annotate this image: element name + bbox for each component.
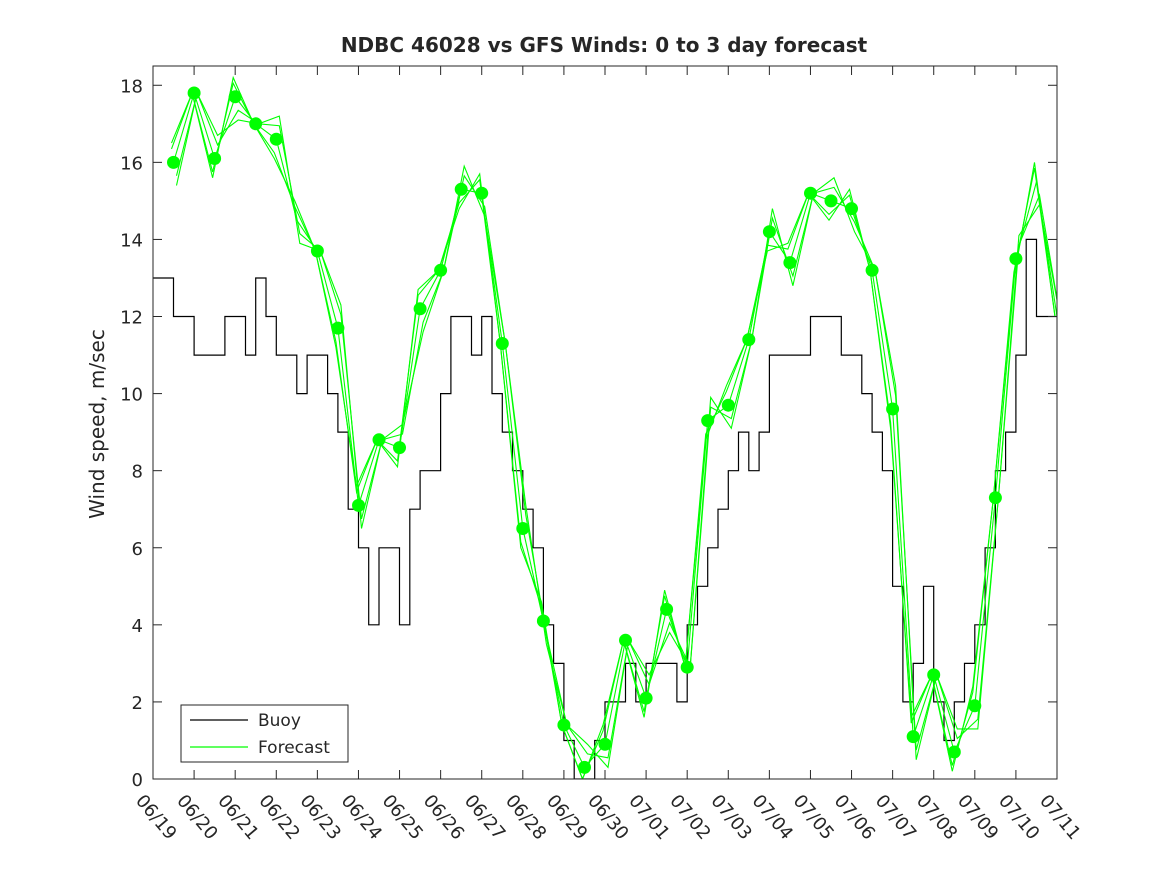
forecast-marker [352, 498, 365, 512]
forecast-marker [639, 691, 653, 705]
forecast-marker [742, 333, 756, 347]
y-tick-label: 2 [132, 693, 143, 714]
forecast-series-line [172, 91, 1057, 769]
plot-area [153, 66, 1057, 779]
x-tick-label: 06/29 [542, 791, 591, 844]
x-tick-label: 06/20 [172, 791, 221, 844]
forecast-marker [660, 602, 674, 616]
forecast-marker [762, 225, 776, 239]
x-tick-label: 06/25 [378, 791, 427, 844]
forecast-marker [927, 668, 941, 682]
forecast-marker [1009, 252, 1023, 266]
y-axis-label: Wind speed, m/sec [85, 329, 109, 519]
forecast-marker [187, 86, 201, 100]
forecast-marker [947, 745, 961, 759]
forecast-series-line [175, 91, 1057, 769]
forecast-marker [269, 132, 283, 146]
forecast-marker [886, 402, 900, 416]
x-tick-label: 06/27 [460, 791, 509, 844]
forecast-marker [167, 155, 180, 169]
forecast-marker [721, 398, 735, 412]
forecast-marker [619, 633, 632, 647]
forecast-marker [475, 186, 489, 200]
x-tick-label: 06/24 [337, 791, 386, 844]
y-tick-label: 10 [120, 385, 143, 406]
y-tick-label: 16 [120, 153, 143, 174]
y-tick-label: 0 [132, 770, 143, 791]
plot-background [153, 66, 1057, 779]
forecast-marker [598, 737, 612, 751]
chart-title: NDBC 46028 vs GFS Winds: 0 to 3 day fore… [341, 33, 868, 57]
x-tick-label: 07/08 [912, 791, 961, 844]
forecast-marker [208, 152, 222, 165]
x-tick-label: 07/01 [624, 791, 673, 844]
forecast-marker [557, 718, 571, 732]
forecast-marker [454, 182, 468, 196]
x-tick-label: 07/11 [1035, 791, 1084, 844]
forecast-marker [413, 302, 427, 316]
y-tick-label: 4 [132, 616, 143, 637]
forecast-marker [536, 614, 550, 628]
x-tick-label: 06/23 [296, 791, 345, 844]
forecast-marker [906, 730, 920, 744]
legend: Buoy Forecast [180, 704, 349, 763]
x-tick-label: 07/06 [830, 791, 879, 844]
x-tick-label: 06/19 [131, 791, 180, 844]
forecast-marker [228, 90, 242, 104]
x-tick-label: 06/26 [419, 791, 468, 844]
forecast-marker [865, 263, 879, 277]
series-layer [153, 75, 1057, 779]
x-tick-label: 07/04 [748, 791, 797, 844]
x-tick-label: 06/22 [254, 791, 303, 844]
forecast-marker [988, 491, 1002, 505]
y-tick-label: 14 [120, 230, 143, 251]
x-tick-label: 07/07 [871, 791, 920, 844]
forecast-marker [804, 186, 817, 200]
forecast-marker [968, 699, 982, 713]
forecast-marker [249, 117, 263, 131]
forecast-marker [824, 194, 838, 208]
forecast-marker [516, 522, 530, 535]
forecast-marker [331, 321, 345, 335]
y-tick-label: 6 [132, 539, 143, 560]
x-tick-label: 06/21 [213, 791, 262, 844]
x-tick-label: 07/10 [994, 791, 1043, 844]
x-tick-label: 06/30 [583, 791, 632, 844]
x-tick-label: 07/03 [706, 791, 755, 844]
y-tick-label: 12 [120, 308, 143, 329]
forecast-marker [701, 414, 715, 428]
legend-forecast-label: Forecast [258, 738, 330, 758]
forecast-marker [310, 244, 324, 258]
forecast-marker [372, 433, 386, 447]
forecast-marker [680, 660, 694, 674]
y-tick-label: 8 [132, 462, 143, 483]
forecast-marker [783, 256, 797, 270]
x-tick-label: 07/05 [789, 791, 838, 844]
x-tick-label: 07/09 [953, 791, 1002, 844]
forecast-marker [495, 337, 509, 350]
legend-box [180, 704, 349, 763]
forecast-marker [393, 441, 406, 455]
forecast-marker [434, 263, 448, 277]
forecast-series-line [170, 75, 1056, 779]
buoy-series-line [153, 238, 1057, 779]
x-tick-label: 06/28 [501, 791, 550, 844]
forecast-marker [845, 202, 858, 216]
legend-buoy-label: Buoy [258, 711, 301, 731]
y-tick-label: 18 [120, 76, 143, 97]
forecast-marker [578, 760, 591, 774]
x-tick-label: 07/02 [665, 791, 714, 844]
